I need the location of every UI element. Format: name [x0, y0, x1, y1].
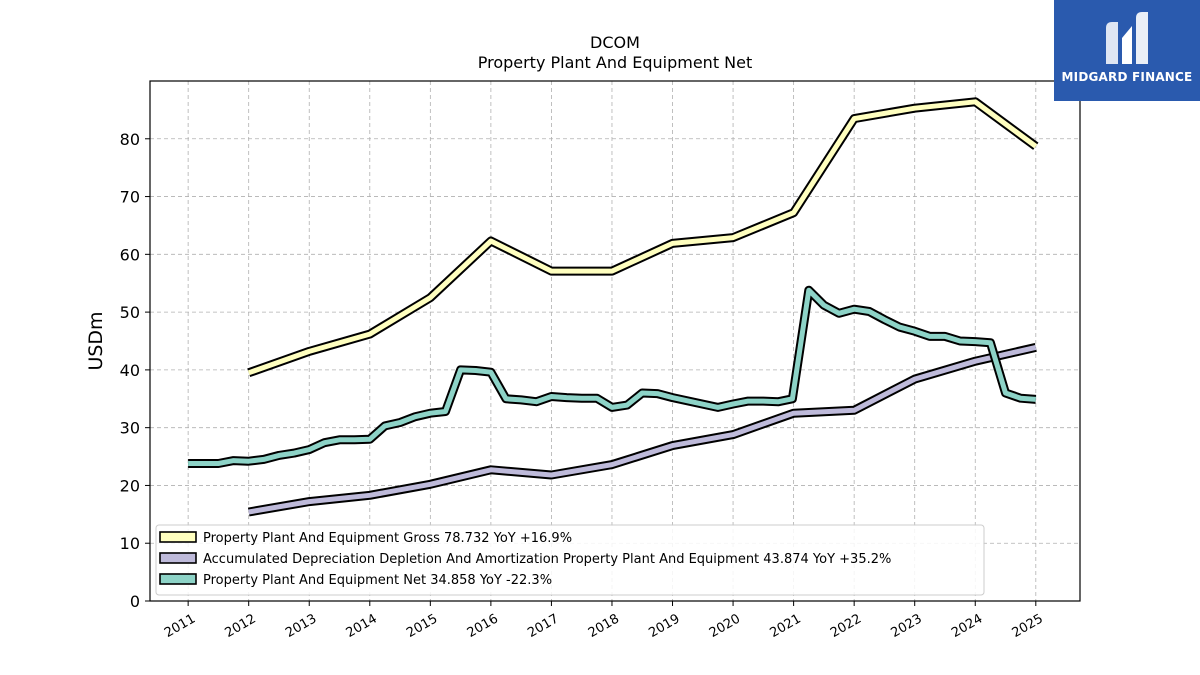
series-line — [248, 344, 1037, 515]
chart-title: DCOM — [590, 33, 640, 52]
brand-logo: MIDGARD FINANCE — [1054, 0, 1200, 101]
legend-label: Accumulated Depreciation Depletion And A… — [203, 552, 891, 567]
y-tick-label: 20 — [120, 476, 140, 495]
y-tick-label: 30 — [120, 419, 140, 438]
legend-item: Property Plant And Equipment Gross 78.73… — [159, 531, 572, 546]
grid-lines — [150, 81, 1080, 602]
y-tick-label: 70 — [120, 188, 140, 207]
legend-swatch — [159, 573, 197, 585]
legend-item: Accumulated Depreciation Depletion And A… — [159, 552, 891, 567]
y-tick-label: 40 — [120, 361, 140, 380]
plot-frame — [149, 80, 1081, 602]
legend-swatch — [159, 531, 197, 543]
series-layer — [188, 97, 1039, 517]
series-line — [247, 99, 1038, 376]
y-tick-label: 0 — [130, 592, 140, 611]
legend-swatch — [159, 552, 197, 564]
y-axis-label: USDm — [85, 311, 107, 370]
y-tick-label: 10 — [120, 534, 140, 553]
y-tick-label: 80 — [120, 130, 140, 149]
legend-frame — [155, 524, 985, 596]
chart-subtitle: Property Plant And Equipment Net — [478, 53, 753, 72]
legend-label: Property Plant And Equipment Net 34.858 … — [203, 573, 552, 588]
y-tick-label: 60 — [120, 245, 140, 264]
series-line — [188, 287, 1036, 466]
logo-text: MIDGARD FINANCE — [1061, 70, 1193, 84]
series-2 — [247, 343, 1037, 517]
y-tick-label: 50 — [120, 303, 140, 322]
legend: Property Plant And Equipment Gross 78.73… — [155, 524, 985, 596]
legend-item: Property Plant And Equipment Net 34.858 … — [159, 573, 552, 588]
series-3 — [188, 285, 1037, 468]
series-1 — [247, 97, 1039, 378]
y-axis: 0 10 20 30 40 50 60 70 80 — [120, 130, 150, 611]
logo-mark-icon — [1106, 12, 1148, 64]
legend-label: Property Plant And Equipment Gross 78.73… — [203, 531, 572, 546]
